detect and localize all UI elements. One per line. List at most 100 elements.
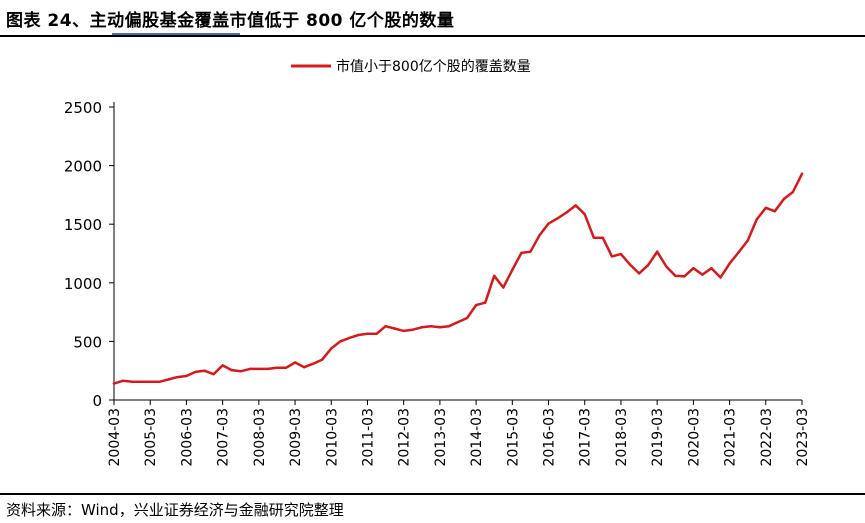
- x-tick-label: 2006-03: [179, 408, 195, 467]
- data-point: [601, 236, 604, 239]
- data-point: [339, 340, 342, 343]
- x-tick-label: 2010-03: [324, 408, 340, 467]
- data-point: [176, 375, 179, 379]
- data-point: [773, 210, 776, 213]
- x-tick-label: 2013-03: [433, 408, 449, 467]
- series-layer: [112, 172, 804, 385]
- data-point: [610, 255, 614, 258]
- x-tick-label: 2009-03: [288, 408, 304, 467]
- x-tick-label: 2008-03: [252, 408, 268, 467]
- data-point: [221, 364, 224, 367]
- data-point: [185, 374, 188, 378]
- data-point: [456, 320, 460, 324]
- x-tick-label: 2014-03: [469, 408, 485, 467]
- data-point: [637, 272, 641, 275]
- data-point: [140, 380, 143, 383]
- data-point: [312, 362, 315, 365]
- data-point: [728, 262, 731, 265]
- data-point: [275, 366, 279, 369]
- data-point: [112, 382, 116, 385]
- x-tick-label: 2022-03: [759, 408, 775, 467]
- x-tick-label: 2007-03: [216, 408, 232, 467]
- y-tick-label: 2000: [64, 158, 102, 176]
- data-point: [574, 204, 577, 207]
- x-tick-label: 2012-03: [397, 408, 413, 467]
- x-tick-label: 2004-03: [107, 408, 123, 467]
- data-point: [791, 190, 795, 194]
- data-point: [257, 367, 260, 371]
- data-point: [402, 329, 405, 333]
- data-point: [212, 373, 215, 376]
- data-point: [121, 379, 125, 382]
- data-point: [447, 325, 451, 328]
- data-point: [646, 264, 650, 267]
- x-axis: 2004-03 2005-03 2006-03 2007-03 2008-03 2009-…: [107, 399, 811, 467]
- x-tick-label: 2021-03: [723, 408, 739, 467]
- data-point: [266, 367, 270, 371]
- source-note: 资料来源：Wind，兴业证券经济与金融研究院整理: [6, 501, 344, 519]
- data-point: [158, 380, 161, 383]
- x-tick-label: 2023-03: [795, 408, 811, 467]
- data-point: [248, 367, 251, 371]
- y-tick-label: 2500: [64, 99, 102, 117]
- data-point: [665, 265, 668, 268]
- y-tick-label: 0: [92, 392, 102, 410]
- data-point: [420, 326, 423, 329]
- x-tick-label: 2020-03: [686, 408, 702, 467]
- data-point: [366, 332, 369, 335]
- data-point: [302, 366, 306, 369]
- data-point: [465, 316, 469, 320]
- data-point: [592, 236, 595, 239]
- y-tick-label: 500: [73, 333, 102, 351]
- data-point: [764, 206, 767, 209]
- data-point: [493, 274, 496, 277]
- data-point: [149, 380, 152, 383]
- data-point: [547, 222, 550, 225]
- data-point: [800, 172, 804, 175]
- figure-title: 图表 24、主动偏股基金覆盖市值低于 800 亿个股的数量: [6, 11, 455, 31]
- data-point: [656, 250, 659, 253]
- data-point: [348, 336, 351, 340]
- x-tick-label: 2005-03: [143, 408, 159, 467]
- x-tick-label: 2019-03: [650, 408, 666, 467]
- data-point: [565, 211, 568, 214]
- data-point: [628, 263, 632, 266]
- data-point: [755, 218, 758, 221]
- data-point: [194, 370, 197, 374]
- data-point: [556, 217, 559, 220]
- title-bar: 图表 24、主动偏股基金覆盖市值低于 800 亿个股的数量: [0, 0, 865, 37]
- data-point: [511, 268, 514, 272]
- x-tick-label: 2015-03: [505, 408, 521, 467]
- data-point: [411, 328, 414, 331]
- y-tick-label: 1500: [64, 216, 102, 234]
- legend-label: 市值小于800亿个股的覆盖数量: [336, 58, 531, 75]
- line-chart: 市值小于800亿个股的覆盖数量 0 500 1000 1500 2000 2500 200…: [64, 58, 811, 467]
- data-point: [692, 267, 695, 270]
- data-point: [710, 267, 713, 270]
- data-point: [357, 333, 360, 337]
- footer-rule: [0, 493, 865, 495]
- data-point: [484, 301, 487, 304]
- data-point: [321, 358, 324, 361]
- data-point: [284, 366, 288, 369]
- x-tick-label: 2011-03: [360, 408, 376, 467]
- data-point: [130, 380, 134, 383]
- y-tick-label: 1000: [64, 275, 102, 293]
- title-rule: [0, 35, 865, 37]
- data-point: [520, 251, 523, 255]
- y-axis: 0 500 1000 1500 2000 2500: [64, 99, 115, 410]
- data-point: [474, 303, 478, 307]
- title-link-underline: [112, 30, 240, 35]
- data-point: [293, 361, 297, 364]
- data-point: [502, 286, 505, 289]
- x-tick-label: 2018-03: [614, 408, 630, 467]
- data-point: [529, 250, 532, 253]
- data-point: [330, 347, 333, 350]
- data-point: [230, 368, 233, 372]
- data-point: [737, 251, 740, 254]
- data-point: [701, 273, 704, 276]
- data-point: [203, 369, 206, 372]
- x-tick-label: 2017-03: [578, 408, 594, 467]
- series-line: [112, 172, 804, 385]
- data-point: [583, 213, 586, 216]
